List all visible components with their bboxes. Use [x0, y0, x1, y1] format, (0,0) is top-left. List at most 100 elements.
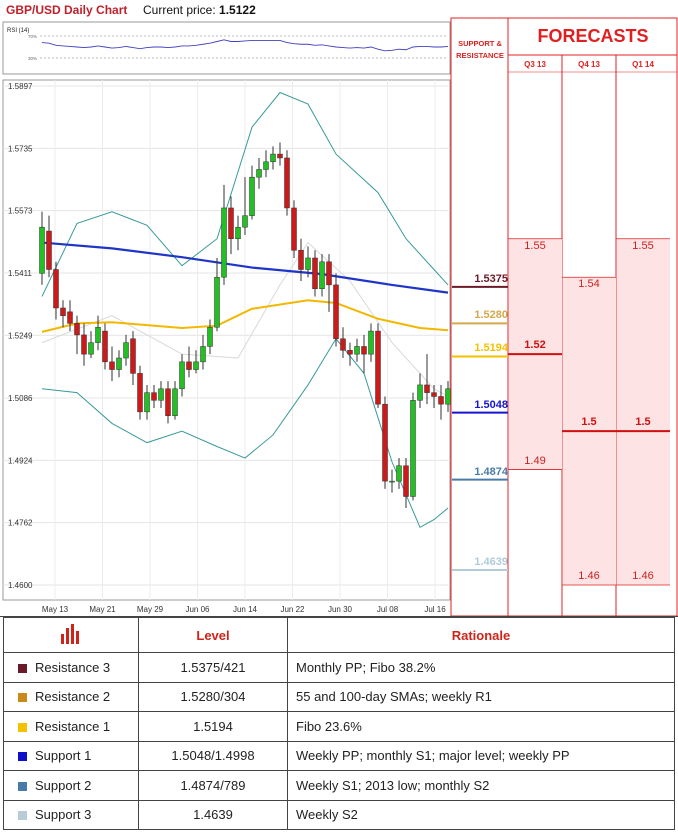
- candle-body: [403, 465, 409, 497]
- forecasts-title: FORECASTS: [537, 26, 649, 46]
- current-price-value: 1.5122: [219, 3, 256, 17]
- candle-body: [95, 326, 101, 343]
- candle-body: [340, 338, 346, 351]
- candle-body: [235, 226, 241, 239]
- forecast-mid-value: 1.52: [524, 339, 546, 352]
- level-value: 1.4874/789: [138, 770, 288, 801]
- table-row: Resistance 1 1.5194 Fibo 23.6%: [3, 711, 675, 742]
- rsi-frame: [2, 21, 451, 75]
- section-divider: [0, 616, 678, 617]
- rsi-30-label: 30%: [28, 56, 37, 61]
- forecast-mid-value: 1.5: [581, 416, 597, 429]
- candle-body: [200, 346, 206, 363]
- candle-body: [158, 388, 164, 401]
- y-tick-label: 1.4600: [8, 581, 33, 590]
- level-color-swatch: [18, 722, 27, 732]
- rationale-column-header: Rationale: [287, 617, 675, 653]
- candle-body: [102, 330, 108, 363]
- x-tick-label: Jun 14: [233, 605, 258, 614]
- forecast-high-value: 1.54: [578, 278, 600, 291]
- bollinger-bands: [41, 91, 449, 528]
- level-name-cell: Resistance 2: [3, 681, 139, 712]
- forecast-high-value: 1.55: [524, 239, 546, 252]
- level-color-swatch: [18, 752, 27, 762]
- quarter-header-q1-14: Q1 14: [632, 60, 654, 69]
- candle-body: [326, 261, 332, 286]
- sma-blue-line: [41, 241, 449, 294]
- sr-level-value: 1.5194: [474, 342, 508, 355]
- candle-body: [270, 153, 276, 163]
- x-tick-label: Jun 22: [280, 605, 305, 614]
- x-tick-label: May 29: [137, 605, 164, 614]
- forecast-panel-graphics: [450, 17, 678, 616]
- y-tick-label: 1.4924: [8, 456, 33, 465]
- bollinger-upper: [41, 91, 449, 297]
- forecast-low-value: 1.49: [524, 454, 546, 467]
- x-tick-label: May 21: [89, 605, 116, 614]
- sr-level-value: 1.4874: [474, 465, 508, 478]
- bollinger-mid: [41, 241, 449, 397]
- candle-body: [151, 392, 157, 401]
- level-name-cell: Resistance 1: [3, 711, 139, 742]
- candle-body: [144, 392, 150, 413]
- y-tick-label: 1.5249: [8, 331, 33, 340]
- sr-level-value: 1.5280: [474, 309, 508, 322]
- candle-body: [277, 153, 283, 159]
- candle-body: [249, 176, 255, 216]
- table-row: Resistance 3 1.5375/421 Monthly PP; Fibo 3…: [3, 652, 675, 683]
- candle-body: [165, 388, 171, 416]
- candle-body: [305, 257, 311, 270]
- candle-body: [417, 384, 423, 401]
- level-name: Support 3: [35, 807, 92, 823]
- candle-body: [242, 215, 248, 228]
- candle-body: [81, 334, 87, 355]
- price-frame: [2, 79, 451, 601]
- candle-body: [116, 357, 122, 370]
- level-name-cell: Resistance 3: [3, 652, 139, 683]
- level-name: Support 1: [35, 748, 92, 764]
- rsi-70-label: 70%: [28, 34, 37, 39]
- candle-body: [228, 207, 234, 239]
- candle-body: [375, 330, 381, 405]
- candle-body: [333, 284, 339, 340]
- forecast-low-value: 1.46: [632, 570, 654, 582]
- x-tick-label: Jul 16: [424, 605, 446, 614]
- bar-chart-icon: [61, 623, 79, 644]
- sr-title-line1: SUPPORT &: [458, 39, 502, 48]
- candle-body: [312, 257, 318, 290]
- table-row: Support 1 1.5048/1.4998 Weekly PP; monthly…: [3, 740, 675, 771]
- levels-table: Level Rationale Resistance 3 1.5375/421 Mo…: [3, 617, 675, 830]
- header-icon-cell: [3, 617, 139, 653]
- candle-body: [445, 388, 451, 405]
- level-color-swatch: [18, 663, 27, 673]
- x-tick-label: Jun 30: [328, 605, 353, 614]
- candle-body: [298, 250, 304, 270]
- candle-body: [431, 392, 437, 397]
- price-grid: 1.5897 1.5735 1.5573 1.5411 1.5249 1.5086 1.49…: [2, 79, 451, 614]
- candle-body: [172, 388, 178, 416]
- level-color-swatch: [18, 811, 27, 821]
- y-tick-label: 1.5897: [8, 82, 33, 91]
- chart-title: GBP/USD Daily Chart: [6, 3, 128, 17]
- candle-body: [67, 311, 73, 324]
- rsi-panel: RSI (14)70% 30%: [2, 21, 451, 75]
- gbpusd-chart: RSI (14)70%30% 1.58971.57351.55731.54111…: [2, 17, 678, 616]
- sr-level-value: 1.4639: [474, 555, 508, 568]
- sr-level-value: 1.5048: [474, 398, 508, 411]
- candle-body: [424, 384, 430, 393]
- x-tick-label: Jul 08: [377, 605, 399, 614]
- level-rationale: Fibo 23.6%: [287, 711, 675, 742]
- level-rationale: Weekly S2: [287, 799, 675, 830]
- level-value: 1.5375/421: [138, 652, 288, 683]
- candle-body: [109, 361, 115, 370]
- level-name: Resistance 1: [35, 718, 111, 734]
- bollinger-lower: [41, 337, 449, 528]
- quarter-header-q4-13: Q4 13: [578, 60, 600, 69]
- y-tick-label: 1.5573: [8, 207, 33, 216]
- candle-body: [361, 346, 367, 355]
- candle-body: [186, 361, 192, 370]
- candle-body: [88, 342, 94, 355]
- level-name-cell: Support 2: [3, 770, 139, 801]
- candle-body: [396, 465, 402, 482]
- support-resistance-title: SUPPORT & RESISTANCE: [452, 38, 508, 62]
